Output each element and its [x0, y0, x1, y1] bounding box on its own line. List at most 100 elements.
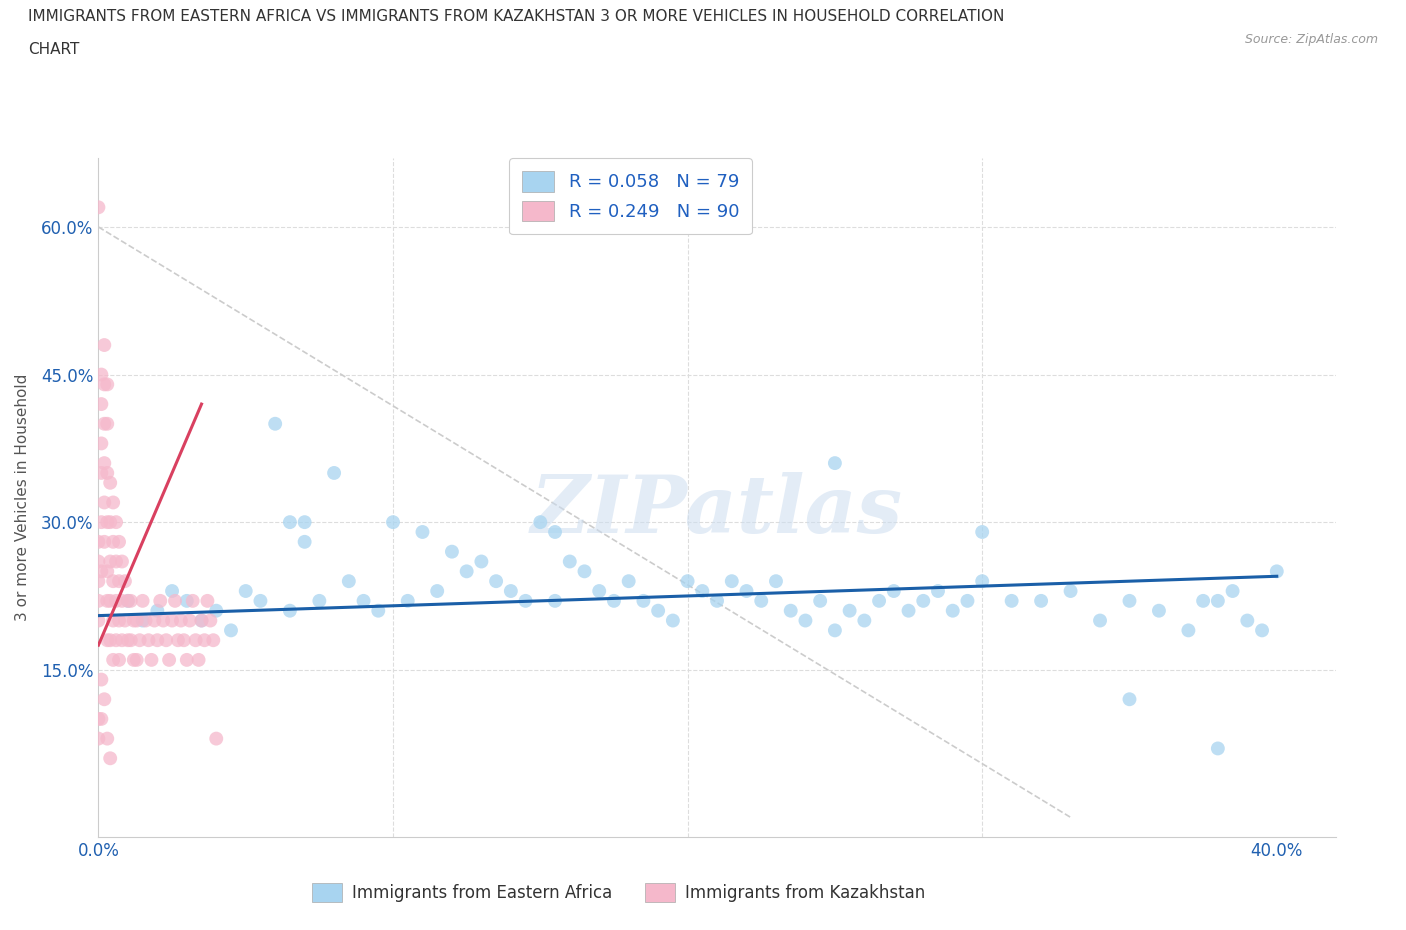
Point — [87, 554, 110, 569]
Point — [120, 593, 142, 608]
Point — [794, 613, 817, 628]
Point — [96, 466, 118, 481]
Point — [90, 564, 112, 578]
Point — [96, 731, 118, 746]
Point — [117, 593, 139, 608]
Point — [131, 613, 153, 628]
Point — [824, 456, 846, 471]
Point — [1059, 584, 1081, 599]
Point — [200, 613, 222, 628]
Point — [264, 417, 287, 432]
Point — [544, 525, 567, 539]
Point — [1206, 593, 1229, 608]
Point — [190, 613, 212, 628]
Point — [93, 535, 115, 550]
Point — [235, 584, 257, 599]
Point — [93, 456, 115, 471]
Point — [111, 554, 134, 569]
Point — [515, 593, 537, 608]
Point — [972, 574, 994, 589]
Point — [90, 711, 112, 726]
Point — [647, 604, 669, 618]
Point — [181, 593, 204, 608]
Point — [87, 731, 110, 746]
Point — [173, 632, 195, 647]
Point — [853, 613, 876, 628]
Point — [96, 417, 118, 432]
Text: CHART: CHART — [28, 42, 80, 57]
Legend: Immigrants from Eastern Africa, Immigrants from Kazakhstan: Immigrants from Eastern Africa, Immigran… — [305, 876, 932, 909]
Point — [105, 632, 128, 647]
Point — [90, 466, 112, 481]
Point — [101, 535, 124, 550]
Legend: R = 0.058   N = 79, R = 0.249   N = 90: R = 0.058 N = 79, R = 0.249 N = 90 — [509, 158, 752, 234]
Point — [765, 574, 787, 589]
Point — [135, 613, 157, 628]
Point — [87, 593, 110, 608]
Point — [101, 574, 124, 589]
Point — [912, 593, 935, 608]
Point — [101, 495, 124, 510]
Point — [202, 632, 225, 647]
Point — [956, 593, 979, 608]
Point — [111, 632, 134, 647]
Point — [193, 632, 215, 647]
Point — [101, 613, 124, 628]
Point — [105, 514, 128, 529]
Point — [588, 584, 610, 599]
Point — [90, 367, 112, 382]
Point — [544, 593, 567, 608]
Point — [883, 584, 905, 599]
Text: Source: ZipAtlas.com: Source: ZipAtlas.com — [1244, 33, 1378, 46]
Point — [456, 564, 478, 578]
Point — [617, 574, 640, 589]
Point — [98, 514, 121, 529]
Point — [96, 514, 118, 529]
Point — [308, 593, 330, 608]
Point — [382, 514, 405, 529]
Point — [411, 525, 433, 539]
Point — [176, 593, 198, 608]
Point — [190, 613, 212, 628]
Point — [125, 653, 148, 668]
Point — [98, 632, 121, 647]
Point — [735, 584, 758, 599]
Point — [87, 200, 110, 215]
Point — [662, 613, 685, 628]
Point — [1177, 623, 1199, 638]
Point — [706, 593, 728, 608]
Point — [90, 514, 112, 529]
Point — [219, 623, 242, 638]
Point — [108, 535, 131, 550]
Point — [108, 653, 131, 668]
Point — [692, 584, 714, 599]
Point — [1001, 593, 1024, 608]
Point — [337, 574, 360, 589]
Text: ZIPatlas: ZIPatlas — [531, 472, 903, 550]
Point — [1147, 604, 1170, 618]
Point — [294, 535, 316, 550]
Point — [128, 632, 150, 647]
Point — [603, 593, 626, 608]
Point — [485, 574, 508, 589]
Point — [160, 584, 183, 599]
Point — [98, 593, 121, 608]
Point — [96, 377, 118, 392]
Point — [114, 613, 136, 628]
Point — [558, 554, 581, 569]
Point — [927, 584, 949, 599]
Point — [105, 593, 128, 608]
Point — [184, 632, 207, 647]
Point — [187, 653, 209, 668]
Point — [1118, 593, 1140, 608]
Point — [96, 564, 118, 578]
Point — [499, 584, 522, 599]
Point — [323, 466, 346, 481]
Point — [93, 338, 115, 352]
Point — [396, 593, 419, 608]
Point — [633, 593, 655, 608]
Point — [111, 593, 134, 608]
Point — [117, 632, 139, 647]
Point — [176, 653, 198, 668]
Point — [1251, 623, 1274, 638]
